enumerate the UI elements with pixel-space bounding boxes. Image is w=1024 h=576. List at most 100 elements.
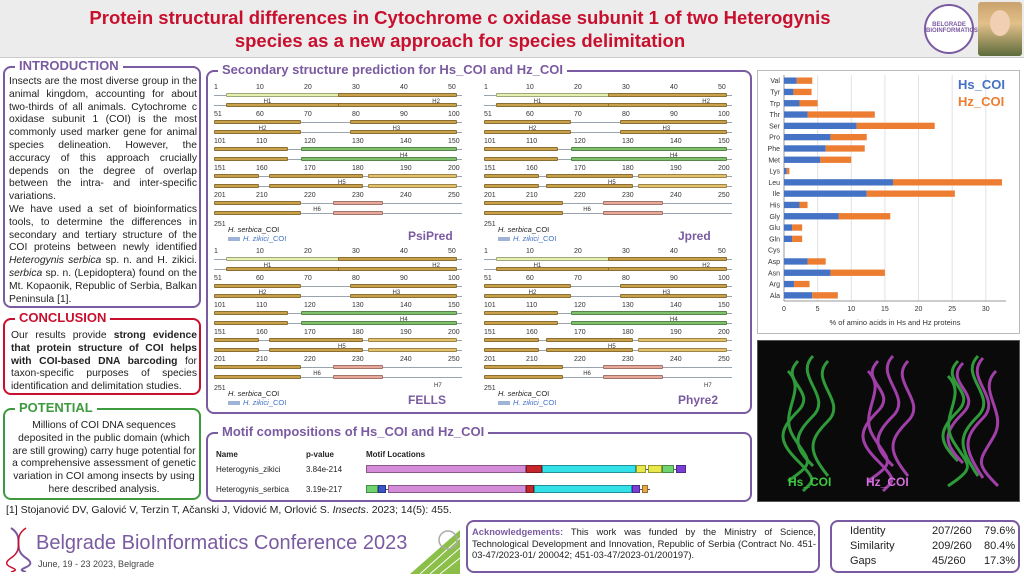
ss-tick-label: 40	[670, 84, 678, 91]
ss-tick-label: 180	[622, 165, 634, 172]
ss-tick-label: 160	[256, 165, 268, 172]
category-label: Leu	[768, 180, 780, 187]
ss-tick-label: 60	[526, 111, 534, 118]
bar-hs-coi	[784, 133, 831, 141]
ss-helix-segment	[570, 311, 728, 315]
ss-tick-label: 180	[622, 329, 634, 336]
overlay-ribbon-structure	[941, 354, 1000, 488]
category-label: His	[770, 202, 781, 209]
category-label: Pro	[769, 135, 780, 142]
ss-helix-segment	[300, 157, 458, 161]
ss-helix-segment	[608, 267, 728, 271]
ss-helix-segment	[214, 348, 259, 352]
intro-paragraph-2: We have used a set of bioinformatics too…	[9, 204, 197, 306]
ss-tick-label: 110	[256, 302, 268, 309]
ss-helix-segment	[333, 375, 383, 379]
ss-sequence-line	[214, 296, 462, 297]
ss-tick-label: 110	[256, 138, 268, 145]
motif-row-p: 3.19e-217	[306, 485, 343, 494]
bar-hz-coi	[838, 213, 891, 220]
conference-logo: BELGRADE BIOINFORMATICS	[924, 4, 978, 54]
ss-helix-segment	[546, 184, 633, 188]
ss-tick-label: 130	[622, 138, 634, 145]
ss-tick-label: 150	[718, 138, 730, 145]
bar-hs-coi	[784, 77, 797, 84]
ss-helix-label: H6	[313, 207, 321, 213]
ss-tick-label: 150	[448, 302, 460, 309]
ss-tick-label: 100	[718, 111, 730, 118]
bar-hs-coi	[784, 179, 893, 186]
intro-paragraph-1: Insects are the most diverse group in th…	[9, 76, 197, 203]
bar-hs-coi	[784, 269, 831, 276]
stat-label: Identity	[850, 525, 886, 537]
bar-hs-coi	[784, 190, 867, 197]
ss-tick-label: 51	[484, 111, 492, 118]
ss-sequence-line	[484, 132, 732, 133]
intro-p2-part-a: We have used a set of bioinformatics too…	[9, 203, 197, 254]
ss-tick-label: 90	[670, 275, 678, 282]
ss-tick-label: 200	[718, 165, 730, 172]
ss-tick-label: 120	[574, 138, 586, 145]
ss-tick-label: 30	[352, 84, 360, 91]
ss-helix-segment	[268, 184, 363, 188]
legend-hs: Hs_COI	[958, 77, 1005, 92]
bar-hz-coi	[812, 292, 838, 299]
bar-hz-coi	[807, 258, 826, 265]
ss-helix-segment	[484, 294, 571, 298]
ss-sequence-line	[484, 122, 732, 123]
ss-helix-segment	[226, 103, 351, 107]
ss-tick-label: 80	[622, 275, 630, 282]
ss-tick-label: 20	[304, 248, 312, 255]
ss-helix-segment	[603, 211, 663, 215]
motif-col-p: p-value	[306, 450, 335, 459]
conclusion-box: CONCLUSION Our results provide strong ev…	[3, 310, 201, 395]
secondary-structure-heading: Secondary structure prediction for Hs_CO…	[218, 62, 567, 77]
ss-tick-label: 90	[400, 275, 408, 282]
ss-helix-segment	[333, 211, 383, 215]
ss-helix-segment	[268, 338, 363, 342]
ss-helix-segment	[637, 338, 728, 342]
ss-helix-segment	[350, 284, 458, 288]
ss-helix-segment	[484, 157, 559, 161]
ss-tick-label: 180	[352, 165, 364, 172]
ss-tick-label: 130	[352, 302, 364, 309]
ss-tick-label: 120	[574, 302, 586, 309]
amino-acid-chart-svg: Val Tyr Trp Thr Ser Pro Phe Met Lys Leu Ile His Gly G…	[768, 75, 1006, 327]
ss-tick-label: 240	[400, 356, 412, 363]
ss-helix-segment	[546, 348, 633, 352]
ss-tick-label: 10	[256, 248, 264, 255]
conference-dates: June, 19 - 23 2023, Belgrade	[38, 559, 155, 569]
motif-block	[662, 465, 674, 473]
ss-helix-label: H4	[400, 153, 408, 159]
motif-block	[542, 465, 636, 473]
ss-tick-label: 201	[484, 356, 496, 363]
author-face	[990, 10, 1010, 36]
motif-block	[632, 485, 640, 493]
ss-tick-label: 70	[304, 111, 312, 118]
ss-helix-segment	[367, 348, 458, 352]
bar-hz-coi	[830, 133, 867, 141]
ss-helix-segment	[484, 184, 539, 188]
bar-hs-coi	[784, 100, 800, 107]
ss-helix-label: H6	[313, 371, 321, 377]
ss-tick-label: 10	[526, 248, 534, 255]
ss-helix-label: H3	[392, 290, 401, 296]
method-label: Jpred	[678, 229, 711, 243]
category-label: Glu	[769, 225, 780, 232]
stat-percent: 17.3%	[984, 555, 1016, 567]
ss-helix-segment	[214, 184, 259, 188]
ss-tick-label: 120	[304, 138, 316, 145]
introduction-heading: INTRODUCTION	[15, 58, 123, 73]
ss-helix-segment	[608, 93, 728, 97]
ss-helix-label: H6	[583, 207, 591, 213]
motif-row-name: Heterogynis_zikici	[216, 465, 281, 474]
ss-tick-label: 120	[304, 302, 316, 309]
ss-helix-segment	[570, 157, 728, 161]
conclusion-part-c: for taxon-specific purposes of species i…	[11, 355, 197, 393]
ss-helix-segment	[484, 321, 559, 325]
ss-helix-segment	[484, 147, 559, 151]
bar-hs-coi	[784, 235, 793, 243]
ss-sequence-line	[484, 296, 732, 297]
bar-hz-coi	[892, 179, 1002, 186]
ss-tick-label: 70	[304, 275, 312, 282]
